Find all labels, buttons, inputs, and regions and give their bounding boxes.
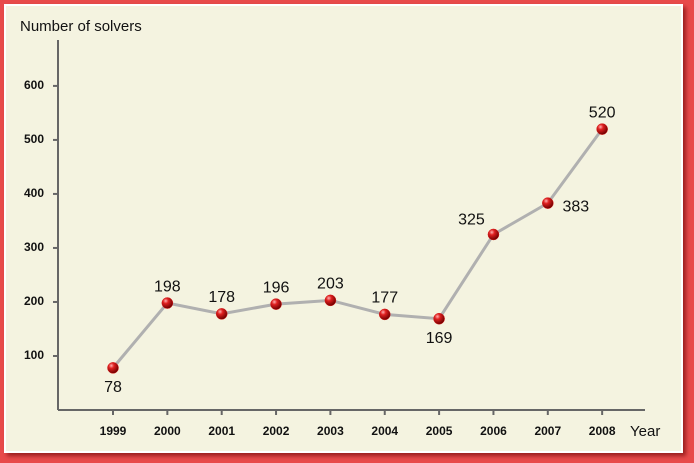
data-line bbox=[111, 128, 604, 369]
y-tick-label: 500 bbox=[24, 132, 44, 146]
x-tick-label: 2008 bbox=[589, 424, 616, 438]
data-point bbox=[542, 197, 554, 209]
data-label: 198 bbox=[154, 278, 181, 295]
data-point bbox=[270, 298, 282, 310]
data-label: 178 bbox=[208, 289, 235, 306]
data-label: 325 bbox=[458, 212, 485, 229]
data-point bbox=[161, 297, 174, 309]
data-label: 203 bbox=[317, 276, 344, 293]
y-tick-label: 400 bbox=[24, 186, 44, 200]
y-tick-label: 300 bbox=[24, 240, 44, 254]
data-point bbox=[487, 228, 500, 241]
x-tick-label: 2001 bbox=[208, 424, 235, 438]
data-point bbox=[215, 308, 228, 320]
x-tick-label: 2000 bbox=[154, 424, 181, 438]
data-point bbox=[324, 294, 337, 307]
data-label: 383 bbox=[562, 198, 589, 215]
y-axis-label: Number of solvers bbox=[20, 18, 142, 35]
plot-background bbox=[4, 4, 683, 453]
y-tick-label: 200 bbox=[24, 294, 44, 308]
x-axis-label: Year bbox=[630, 423, 660, 440]
x-tick-label: 1999 bbox=[100, 424, 127, 438]
data-label: 169 bbox=[426, 330, 453, 347]
data-label: 78 bbox=[104, 379, 122, 396]
x-tick-label: 2007 bbox=[534, 424, 561, 438]
x-tick-label: 2003 bbox=[317, 424, 344, 438]
data-point bbox=[379, 308, 391, 321]
y-tick-label: 600 bbox=[24, 78, 44, 92]
data-point bbox=[596, 123, 608, 135]
x-tick-label: 2006 bbox=[480, 424, 507, 438]
data-label: 520 bbox=[589, 104, 616, 121]
x-tick-label: 2005 bbox=[426, 424, 453, 438]
data-point bbox=[107, 362, 119, 374]
data-point bbox=[433, 312, 445, 325]
y-tick-label: 100 bbox=[24, 348, 44, 362]
data-label: 196 bbox=[263, 279, 290, 296]
x-tick-label: 2004 bbox=[371, 424, 398, 438]
x-tick-label: 2002 bbox=[263, 424, 290, 438]
data-label: 177 bbox=[371, 290, 398, 307]
